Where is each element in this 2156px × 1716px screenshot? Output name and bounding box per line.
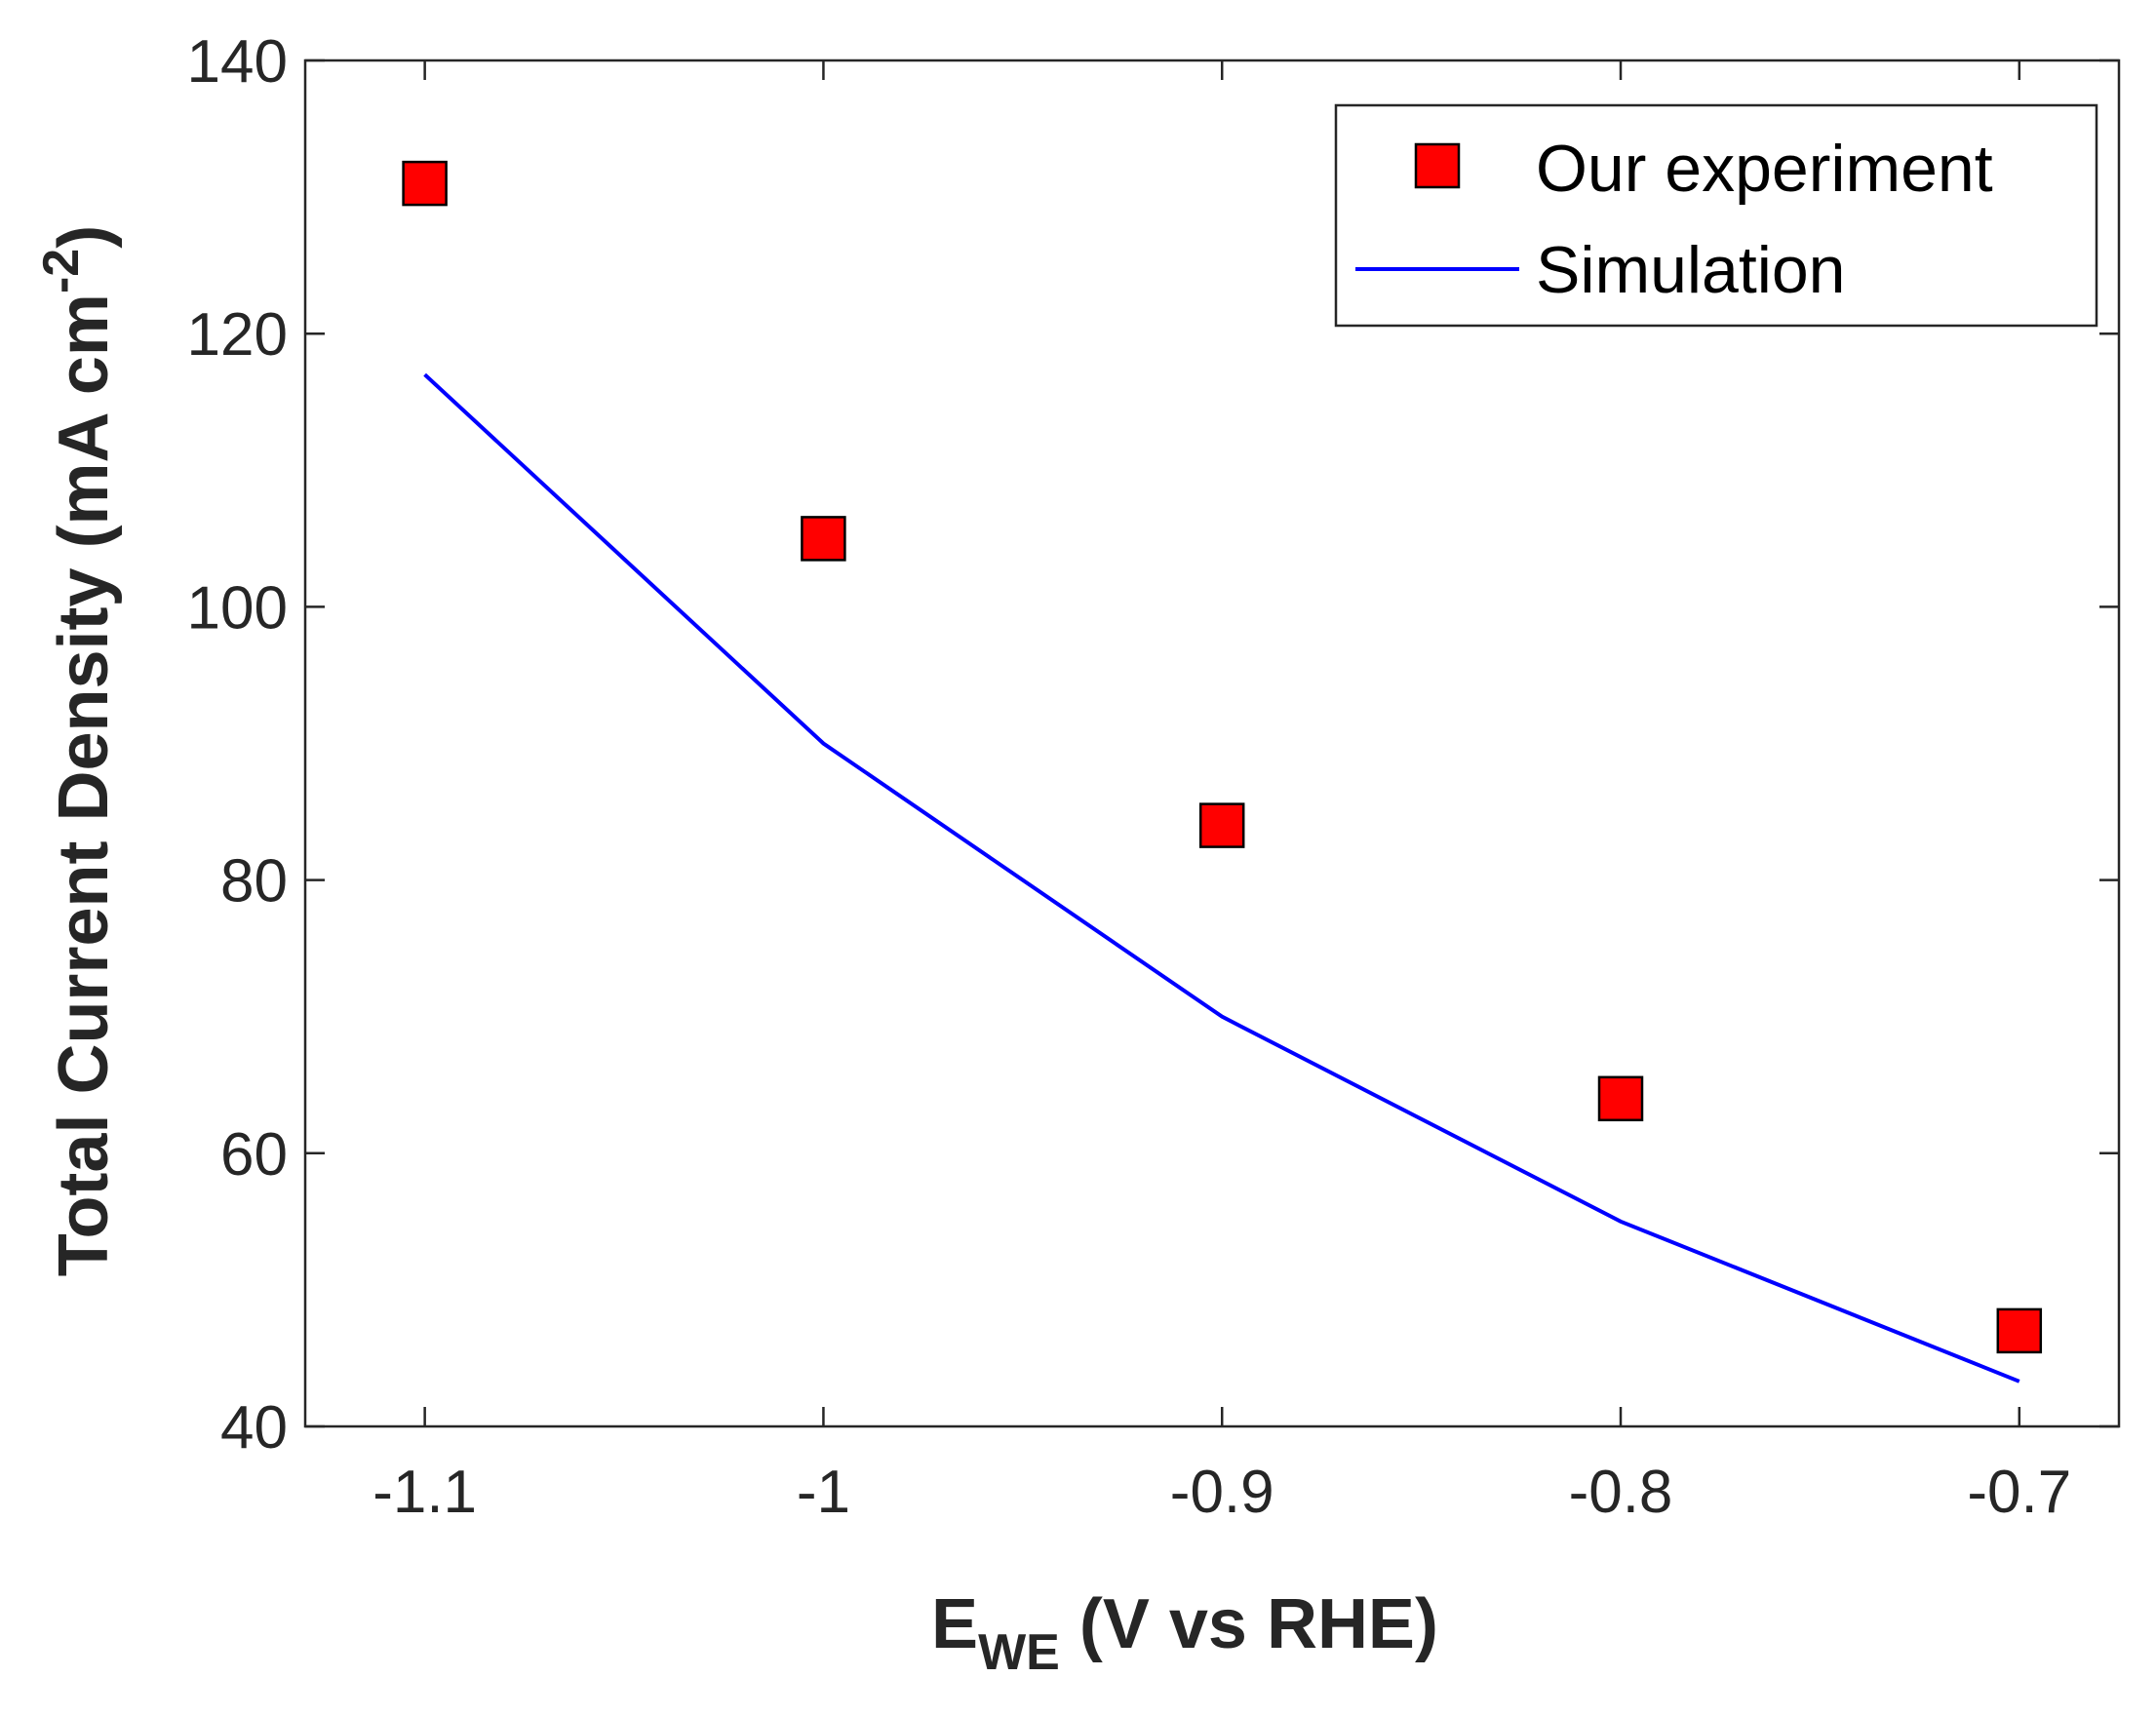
y-axis-title-main: Total Current Density (mA cm bbox=[45, 293, 123, 1276]
ticks-layer: -1.1 -1 -0.9 -0.8 -0.7 40 60 80 100 120 140 bbox=[187, 28, 2119, 1526]
y-tick-label: 120 bbox=[187, 301, 288, 369]
y-axis-title-superscript: -2 bbox=[33, 249, 90, 293]
simulation-line bbox=[423, 372, 2020, 1384]
legend-label-simulation: Simulation bbox=[1536, 233, 1846, 307]
plot-area-frame bbox=[303, 58, 2121, 1428]
legend-box bbox=[1334, 103, 2098, 328]
x-axis-title: EWE (V vs RHE) bbox=[931, 1585, 1438, 1681]
y-tick-label: 140 bbox=[187, 28, 288, 96]
x-axis-title-main: E bbox=[931, 1585, 978, 1663]
experiment-point bbox=[1996, 1307, 2043, 1354]
legend-label-experiment: Our experiment bbox=[1536, 132, 1993, 206]
x-axis-title-subscript: WE bbox=[978, 1624, 1060, 1681]
axes-layer bbox=[303, 58, 2121, 1428]
x-axis-title-rest: (V vs RHE) bbox=[1060, 1585, 1438, 1663]
experiment-point bbox=[1198, 802, 1245, 848]
y-tick-label: 80 bbox=[220, 848, 288, 916]
y-axis-title: Total Current Density (mA cm-2) bbox=[33, 225, 123, 1276]
y-tick-label: 100 bbox=[187, 574, 288, 642]
x-tick-label: -0.8 bbox=[1569, 1459, 1673, 1526]
x-tick-label: -0.7 bbox=[1967, 1459, 2071, 1526]
y-tick-label: 40 bbox=[220, 1394, 288, 1462]
experiment-point bbox=[402, 160, 448, 207]
legend-marker-experiment bbox=[1414, 142, 1461, 189]
x-tick-label: -1.1 bbox=[372, 1459, 477, 1526]
y-axis-title-end: ) bbox=[45, 225, 123, 249]
series-layer bbox=[402, 160, 2043, 1384]
legend: Our experiment Simulation bbox=[1334, 103, 2098, 328]
y-tick-label: 60 bbox=[220, 1121, 288, 1189]
x-tick-label: -0.9 bbox=[1170, 1459, 1274, 1526]
x-tick-label: -1 bbox=[797, 1459, 850, 1526]
experiment-point bbox=[1597, 1075, 1644, 1122]
experiment-point bbox=[801, 516, 846, 562]
